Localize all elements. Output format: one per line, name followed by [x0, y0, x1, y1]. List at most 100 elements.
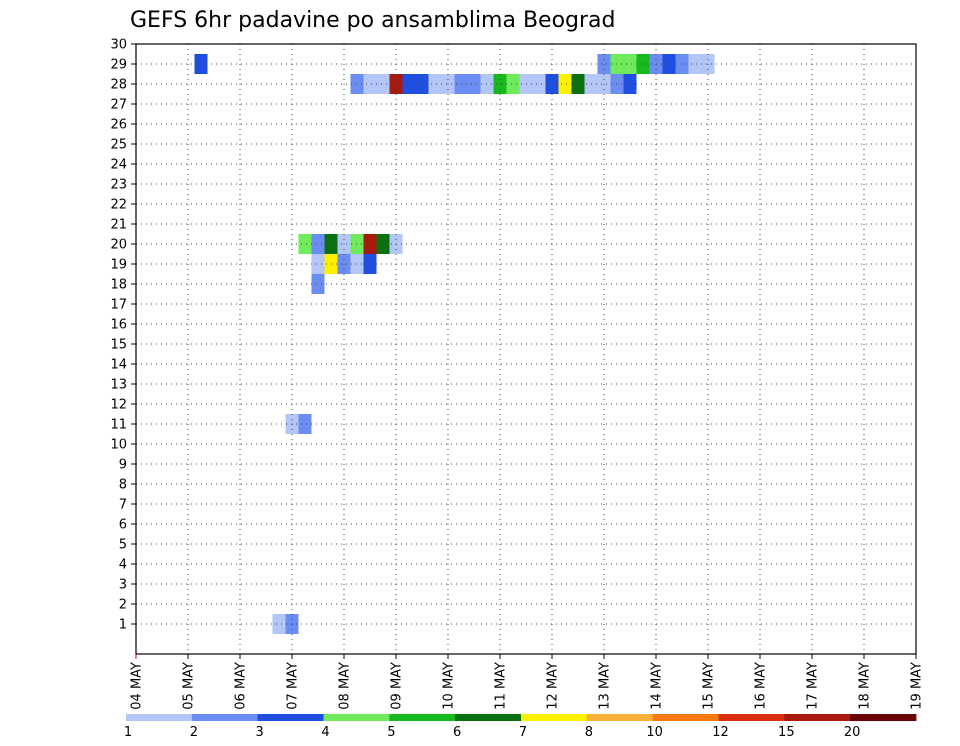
chart-title: GEFS 6hr padavine po ansamblima Beograd — [130, 8, 616, 33]
y-tick-label: 14 — [110, 358, 127, 373]
y-tick-label: 11 — [110, 418, 127, 433]
heatmap-cell — [298, 414, 312, 434]
y-tick-label: 2 — [119, 598, 127, 613]
y-tick-label: 5 — [119, 538, 127, 553]
y-tick-label: 10 — [110, 438, 127, 453]
colorbar-swatch — [652, 714, 719, 721]
colorbar-label: 8 — [585, 725, 593, 740]
heatmap-cell — [506, 74, 520, 94]
y-tick-label: 30 — [110, 38, 127, 53]
y-axis-ticks: 1234567891011121314151617181920212223242… — [110, 38, 136, 633]
heatmap-cell — [428, 74, 442, 94]
colorbar-swatch — [784, 714, 851, 721]
colorbar-label: 7 — [519, 725, 527, 740]
heatmap-cell — [311, 234, 325, 254]
y-tick-label: 3 — [119, 578, 127, 593]
x-tick-label: 19 MAY — [910, 662, 925, 710]
x-tick-label: 12 MAY — [546, 662, 561, 710]
x-tick-label: 18 MAY — [858, 662, 873, 710]
y-tick-label: 23 — [110, 178, 127, 193]
heatmap-cell — [636, 54, 650, 74]
heatmap-cell — [363, 254, 377, 274]
x-tick-label: 08 MAY — [338, 662, 353, 710]
colorbar-swatch — [455, 714, 522, 721]
heatmap-cell — [376, 74, 390, 94]
colorbar: 1 2 3 4 5 6 7 8 10 12 15 20 — [124, 714, 917, 740]
colorbar-label: 2 — [190, 725, 198, 740]
colorbar-label: 10 — [646, 725, 663, 740]
colorbar-swatch — [521, 714, 588, 721]
plot-frame — [135, 43, 917, 655]
y-tick-label: 27 — [110, 98, 127, 113]
y-tick-label: 22 — [110, 198, 127, 213]
heatmap-cell — [311, 254, 325, 274]
y-tick-label: 1 — [119, 618, 127, 633]
colorbar-swatch — [586, 714, 654, 721]
x-tick-label: 17 MAY — [806, 662, 821, 710]
grid-lines — [136, 43, 916, 654]
y-tick-label: 13 — [110, 378, 127, 393]
heatmap-cell — [402, 74, 416, 94]
heatmap-cell — [558, 74, 572, 94]
heatmap-cell — [272, 614, 286, 634]
y-tick-label: 29 — [110, 58, 127, 73]
y-tick-label: 25 — [110, 138, 127, 153]
colorbar-label: 4 — [321, 725, 329, 740]
y-tick-label: 7 — [119, 498, 127, 513]
heatmap-cell — [363, 74, 377, 94]
y-tick-label: 12 — [110, 398, 127, 413]
y-tick-label: 17 — [110, 298, 127, 313]
colorbar-swatch — [850, 714, 917, 721]
x-tick-label: 13 MAY — [598, 662, 613, 710]
heatmap-cell — [311, 274, 325, 294]
y-tick-label: 16 — [110, 318, 127, 333]
heatmap-cell — [688, 54, 702, 74]
y-tick-label: 21 — [110, 218, 127, 233]
y-tick-label: 6 — [119, 518, 127, 533]
colorbar-label: 1 — [124, 725, 132, 740]
heatmap-cell — [571, 74, 585, 94]
colorbar-label: 20 — [844, 725, 861, 740]
x-tick-label: 14 MAY — [650, 662, 665, 710]
colorbar-label: 6 — [453, 725, 461, 740]
heatmap-cell — [532, 74, 546, 94]
y-tick-label: 28 — [110, 78, 127, 93]
colorbar-swatch — [126, 714, 193, 721]
y-tick-label: 15 — [110, 338, 127, 353]
x-tick-label: 10 MAY — [442, 662, 457, 710]
colorbar-swatch — [257, 714, 324, 721]
heatmap-cell — [298, 234, 312, 254]
colorbar-swatch — [323, 714, 390, 721]
colorbar-label: 3 — [256, 725, 264, 740]
heatmap-cell — [662, 54, 676, 74]
x-tick-label: 15 MAY — [702, 662, 717, 710]
colorbar-label: 5 — [387, 725, 395, 740]
y-tick-label: 18 — [110, 278, 127, 293]
y-tick-label: 4 — [119, 558, 127, 573]
x-axis-ticks: 04 MAY 05 MAY 06 MAY 07 MAY 08 MAY 09 MAY 10 M… — [130, 654, 925, 710]
colorbar-swatch — [718, 714, 785, 721]
x-tick-label: 05 MAY — [182, 662, 197, 710]
heatmap-cell — [623, 74, 637, 94]
y-tick-label: 26 — [110, 118, 127, 133]
colorbar-label: 12 — [712, 725, 729, 740]
x-tick-label: 06 MAY — [234, 662, 249, 710]
heatmap-cell — [376, 234, 390, 254]
x-tick-label: 11 MAY — [494, 662, 509, 710]
y-tick-label: 8 — [119, 478, 127, 493]
y-tick-label: 19 — [110, 258, 127, 273]
colorbar-swatch — [389, 714, 456, 721]
colorbar-label: 15 — [778, 725, 795, 740]
x-tick-label: 07 MAY — [286, 662, 301, 710]
y-tick-label: 9 — [119, 458, 127, 473]
colorbar-swatch — [191, 714, 259, 721]
x-tick-label: 16 MAY — [754, 662, 769, 710]
y-tick-label: 20 — [110, 238, 127, 253]
x-tick-label: 09 MAY — [390, 662, 405, 710]
y-tick-label: 24 — [110, 158, 127, 173]
heatmap-cell — [363, 234, 377, 254]
x-tick-label: 04 MAY — [130, 662, 145, 710]
heatmap-cell — [467, 74, 481, 94]
